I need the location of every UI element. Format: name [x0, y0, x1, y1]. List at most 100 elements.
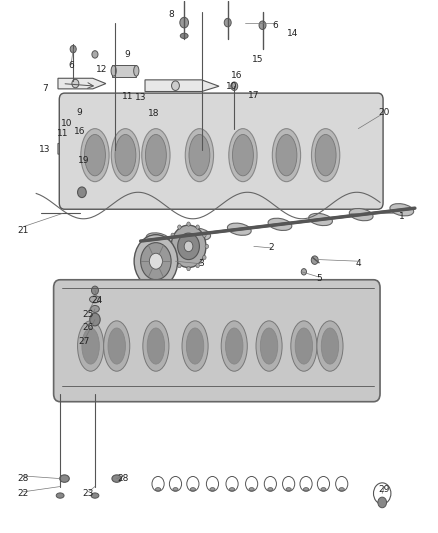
Ellipse shape — [304, 488, 309, 491]
Circle shape — [169, 244, 172, 248]
Text: 16: 16 — [231, 71, 242, 80]
Ellipse shape — [187, 228, 211, 240]
Ellipse shape — [89, 296, 100, 303]
Ellipse shape — [182, 321, 208, 371]
FancyBboxPatch shape — [53, 280, 380, 402]
Ellipse shape — [104, 321, 130, 371]
Ellipse shape — [145, 134, 166, 176]
Ellipse shape — [233, 134, 253, 176]
Circle shape — [111, 106, 118, 114]
Text: 8: 8 — [168, 10, 174, 19]
Circle shape — [184, 241, 193, 252]
Text: 10: 10 — [61, 119, 72, 128]
Ellipse shape — [91, 493, 99, 498]
Circle shape — [203, 233, 206, 237]
Polygon shape — [136, 108, 201, 118]
Text: 29: 29 — [379, 484, 390, 494]
Circle shape — [172, 81, 180, 91]
Ellipse shape — [268, 488, 273, 491]
Text: 22: 22 — [18, 489, 29, 498]
Text: 27: 27 — [78, 337, 90, 346]
Polygon shape — [58, 143, 106, 154]
Ellipse shape — [112, 475, 121, 482]
Text: 11: 11 — [57, 130, 68, 139]
Ellipse shape — [81, 128, 109, 182]
Circle shape — [171, 233, 174, 237]
Ellipse shape — [268, 218, 292, 230]
Text: 5: 5 — [316, 273, 322, 282]
Text: 11: 11 — [122, 92, 133, 101]
Circle shape — [178, 263, 181, 268]
Text: 13: 13 — [39, 146, 51, 155]
FancyBboxPatch shape — [59, 93, 383, 209]
Ellipse shape — [155, 488, 161, 491]
Circle shape — [203, 255, 206, 260]
Circle shape — [187, 266, 190, 271]
Ellipse shape — [390, 204, 413, 216]
Ellipse shape — [221, 321, 247, 371]
Circle shape — [92, 286, 99, 295]
Circle shape — [178, 233, 199, 260]
Ellipse shape — [315, 134, 336, 176]
Ellipse shape — [82, 328, 99, 364]
Ellipse shape — [185, 128, 214, 182]
Text: 24: 24 — [92, 296, 103, 305]
Ellipse shape — [249, 488, 254, 491]
Circle shape — [141, 243, 171, 280]
Circle shape — [149, 253, 162, 269]
Text: 4: 4 — [356, 260, 361, 268]
Circle shape — [231, 82, 238, 91]
Ellipse shape — [146, 233, 170, 245]
Ellipse shape — [230, 488, 235, 491]
Text: 12: 12 — [96, 64, 107, 74]
Text: 7: 7 — [42, 84, 48, 93]
Ellipse shape — [190, 488, 195, 491]
Ellipse shape — [260, 328, 278, 364]
Ellipse shape — [91, 305, 99, 312]
Ellipse shape — [339, 488, 344, 491]
Circle shape — [311, 256, 318, 264]
Ellipse shape — [180, 33, 188, 38]
Text: 20: 20 — [379, 108, 390, 117]
Text: 14: 14 — [287, 29, 299, 38]
Circle shape — [92, 51, 98, 58]
Circle shape — [224, 18, 231, 27]
Ellipse shape — [291, 321, 317, 371]
Polygon shape — [145, 80, 219, 92]
Ellipse shape — [295, 328, 313, 364]
Circle shape — [196, 263, 199, 268]
Text: 6: 6 — [273, 21, 279, 30]
Ellipse shape — [60, 475, 69, 482]
Ellipse shape — [147, 328, 165, 364]
Circle shape — [90, 313, 100, 326]
Ellipse shape — [226, 328, 243, 364]
Ellipse shape — [227, 223, 251, 236]
Circle shape — [171, 225, 206, 268]
Circle shape — [259, 21, 266, 29]
Bar — [113, 65, 136, 77]
Circle shape — [180, 17, 188, 28]
Ellipse shape — [143, 321, 169, 371]
Text: 26: 26 — [83, 323, 94, 332]
Ellipse shape — [272, 128, 300, 182]
Circle shape — [78, 187, 86, 198]
Ellipse shape — [321, 488, 326, 491]
Ellipse shape — [256, 321, 282, 371]
Circle shape — [134, 235, 178, 288]
Text: 10: 10 — [226, 82, 238, 91]
Ellipse shape — [56, 493, 64, 498]
Ellipse shape — [286, 488, 291, 491]
Text: 23: 23 — [83, 489, 94, 498]
Ellipse shape — [78, 321, 104, 371]
Ellipse shape — [173, 488, 178, 491]
Ellipse shape — [311, 128, 340, 182]
Ellipse shape — [111, 128, 140, 182]
Ellipse shape — [108, 328, 125, 364]
Ellipse shape — [115, 134, 136, 176]
Ellipse shape — [229, 128, 257, 182]
Ellipse shape — [111, 66, 116, 76]
Text: 1: 1 — [399, 212, 405, 221]
Circle shape — [205, 244, 208, 248]
Ellipse shape — [276, 134, 297, 176]
Text: 25: 25 — [83, 310, 94, 319]
